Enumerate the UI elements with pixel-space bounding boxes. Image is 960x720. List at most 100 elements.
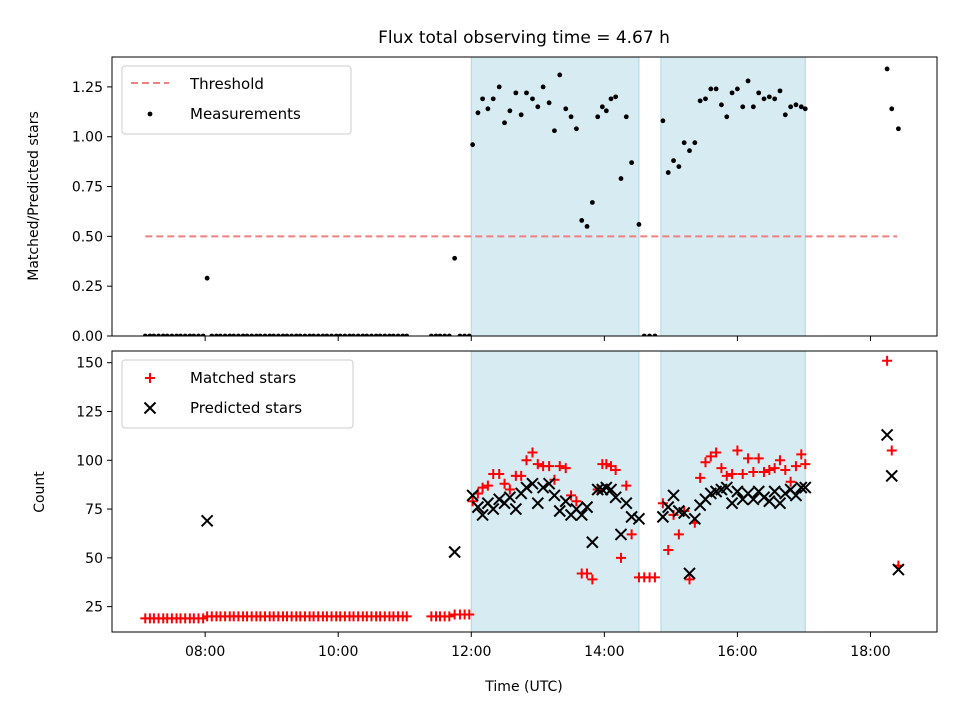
predicted-star-point [536, 481, 550, 494]
measurement-point [280, 333, 286, 336]
predicted-star-point [614, 528, 628, 541]
y-tick-label: 100 [76, 453, 103, 469]
predicted-star-point [747, 493, 760, 506]
measurement-point [249, 333, 255, 336]
matched-star-point [649, 572, 660, 583]
y-tick-label: 0.25 [72, 279, 103, 295]
y-tick-label: 50 [85, 551, 103, 567]
matched-star-point [626, 529, 637, 540]
predicted-star-point [632, 512, 646, 526]
measurement-point [798, 104, 804, 110]
measurement-point [364, 333, 370, 336]
measurement-point [573, 126, 579, 132]
predicted-star-point [731, 485, 744, 498]
matched-star-point [464, 609, 475, 620]
legend-box [121, 65, 352, 135]
measurement-point [513, 90, 519, 96]
matched-star-point [532, 459, 543, 470]
measurement-point [355, 333, 361, 336]
measurement-point [196, 333, 201, 336]
measurement-point [307, 333, 313, 336]
measurement-point [446, 333, 452, 336]
measurement-point [214, 333, 219, 336]
predicted-star-point [609, 491, 622, 504]
matched-star-point [700, 457, 711, 468]
measurement-point [174, 333, 179, 336]
predicted-star-point [580, 500, 594, 514]
matched-star-point [764, 465, 775, 476]
y-tick-label: 1.25 [72, 80, 103, 96]
matched-star-point [482, 480, 493, 491]
y-tick-label: 150 [76, 356, 103, 372]
measurement-point [289, 333, 295, 336]
predicted-star-point [553, 504, 566, 518]
matched-star-point [467, 496, 478, 507]
matched-star-point [477, 482, 488, 493]
matched-star-point [601, 459, 612, 470]
legend-entry: Predicted stars [190, 399, 302, 417]
matched-star-point [521, 455, 532, 466]
matched-star-point [711, 447, 722, 458]
count-plot: 25 50 75 100 125 150 08:00 10:00 12:00 14:00 16:00… [76, 350, 938, 660]
matched-star-point [705, 451, 716, 462]
measurement-point [608, 96, 614, 102]
x-tick-label: 10:00 [318, 644, 358, 660]
measurement-point [595, 114, 601, 120]
matched-star-point [582, 568, 593, 579]
legend-entry: Threshold [189, 75, 264, 93]
matched-star-point [882, 355, 893, 366]
y-tick-label: 0.75 [72, 180, 103, 196]
predicted-star-point [799, 481, 812, 494]
measurement-point [735, 86, 740, 92]
measurement-point [589, 200, 595, 205]
x-tick-label: 12:00 [451, 644, 491, 660]
measurement-point [889, 106, 895, 112]
plot-frame [111, 56, 938, 337]
matched-star-point [716, 463, 727, 474]
measurement-point [729, 90, 735, 96]
x-tick-label: 08:00 [185, 644, 225, 660]
measurement-point [200, 333, 206, 336]
predicted-star-point [604, 483, 618, 496]
measurement-point [333, 333, 339, 336]
measurement-point [470, 142, 476, 148]
measurement-point [369, 333, 374, 336]
measurement-point [766, 94, 772, 100]
measurement-point [311, 333, 316, 336]
legend-matched-swatch [145, 373, 155, 383]
predicted-star-point [779, 487, 792, 500]
matched-star-point [560, 463, 571, 474]
measurement-point [222, 333, 228, 336]
measurement-point [377, 333, 383, 336]
y-tick-label: 0.50 [72, 229, 103, 245]
predicted-star-point [763, 495, 776, 508]
plot-area [140, 351, 905, 632]
measurement-point [788, 104, 794, 110]
measurement-point [772, 96, 778, 102]
predicted-star-point [885, 469, 898, 483]
matched-star-point [780, 465, 791, 476]
y-tick-label: 0.00 [72, 329, 103, 345]
y-tick-label: 1.00 [72, 130, 103, 146]
measurement-point [351, 333, 356, 336]
top-y-axis-label: Matched/Predicted stars [26, 111, 42, 281]
measurement-point [802, 106, 808, 112]
measurement-point [236, 333, 241, 336]
predicted-star-point [520, 481, 533, 494]
measurement-point [169, 333, 175, 336]
measurement-point [404, 333, 410, 336]
measurement-point [324, 333, 330, 336]
matched-star-point [527, 447, 538, 458]
x-axis-label: Time (UTC) [484, 679, 562, 695]
predicted-star-point [471, 500, 485, 514]
measurement-point [387, 333, 392, 336]
measurement-point [496, 84, 502, 90]
predicted-star-point [548, 489, 561, 502]
measurement-point [437, 333, 443, 336]
measurement-point [218, 333, 223, 336]
ratio-plot: 0.00 0.25 0.50 0.75 1.00 1.25 Threshold Measure… [72, 56, 938, 345]
measurement-point [629, 160, 635, 166]
measurement-point [275, 333, 281, 336]
measurement-point [697, 98, 703, 104]
